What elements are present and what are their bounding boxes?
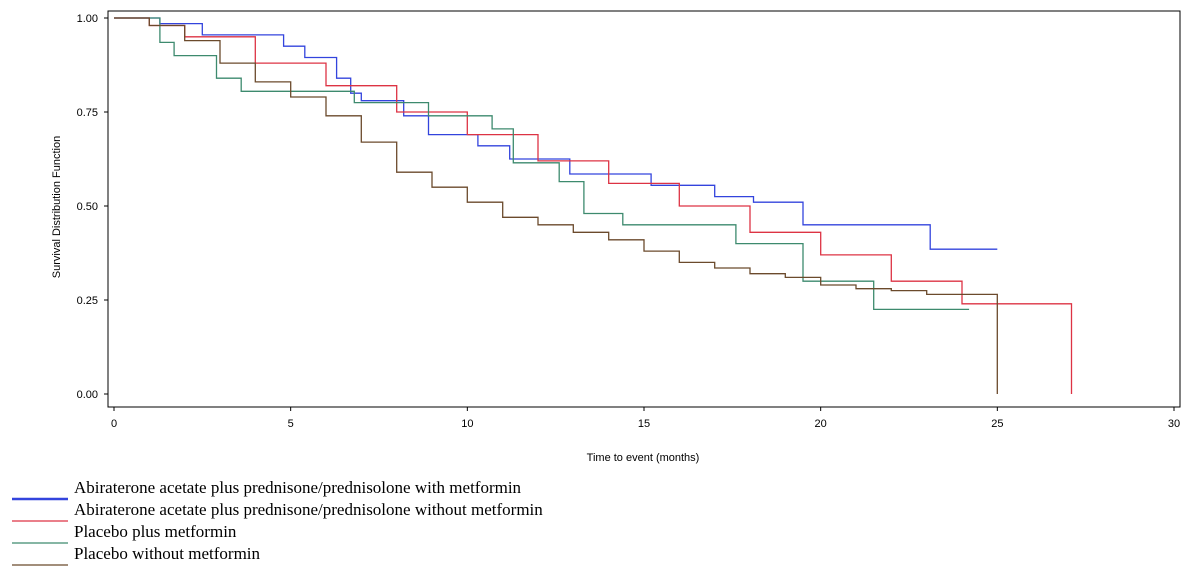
x-axis: 0 5 10 15 20 25 30 — [111, 407, 1180, 430]
y-axis-title: Survival Distribution Function — [51, 136, 63, 278]
legend-label-4: Placebo without metformin — [74, 544, 261, 563]
legend: Abiraterone acetate plus prednisone/pred… — [12, 478, 543, 566]
x-tick-label: 0 — [111, 418, 117, 430]
series-line-2 — [114, 17, 1073, 394]
series-layer — [114, 17, 1073, 394]
x-tick-label: 5 — [288, 418, 294, 430]
x-tick-label: 20 — [815, 418, 827, 430]
y-tick-label: 0.75 — [77, 107, 98, 119]
plot-frame — [107, 10, 1181, 408]
x-axis-title: Time to event (months) — [587, 452, 700, 464]
legend-label-2: Abiraterone acetate plus prednisone/pred… — [74, 500, 543, 519]
series-line-4 — [114, 17, 998, 394]
y-tick-label: 0.25 — [77, 295, 98, 307]
y-tick-label: 0.50 — [77, 201, 98, 213]
legend-label-3: Placebo plus metformin — [74, 522, 237, 541]
series-line-3 — [114, 17, 970, 311]
x-tick-label: 30 — [1168, 418, 1180, 430]
x-tick-label: 25 — [991, 418, 1003, 430]
y-axis: 0.00 0.25 0.50 0.75 1.00 — [77, 13, 108, 401]
y-tick-label: 0.00 — [77, 389, 98, 401]
legend-label-1: Abiraterone acetate plus prednisone/pred… — [74, 478, 522, 497]
y-tick-label: 1.00 — [77, 13, 98, 25]
x-tick-label: 15 — [638, 418, 650, 430]
x-tick-label: 10 — [461, 418, 473, 430]
series-line-1 — [114, 17, 998, 250]
